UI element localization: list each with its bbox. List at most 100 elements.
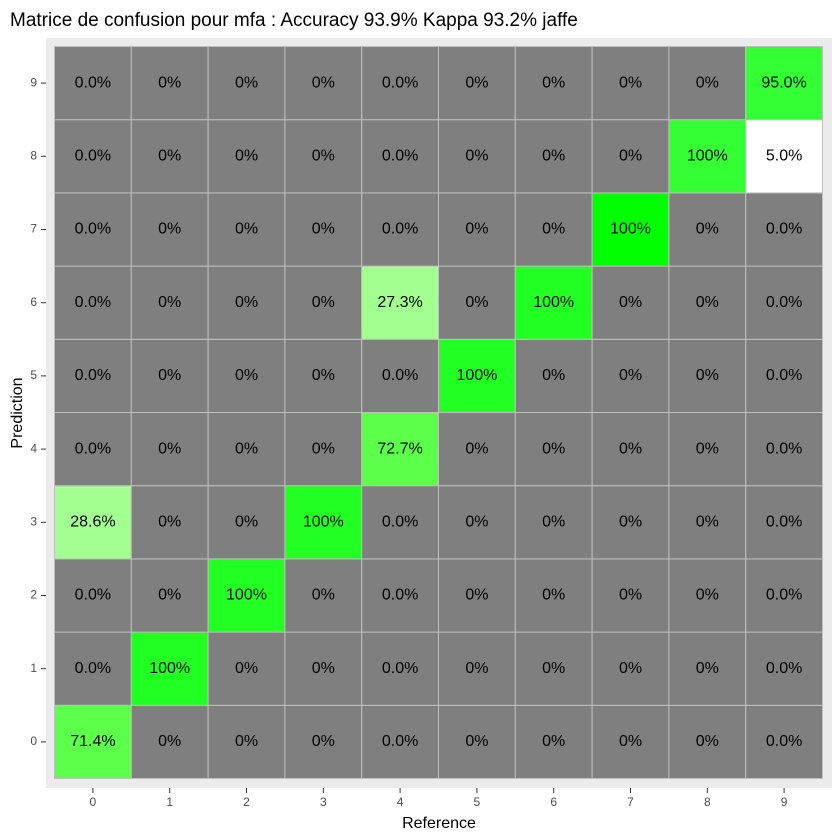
heatmap-cell-r9-c8: [668, 46, 747, 121]
heatmap-cell-label-r0-c0: 71.4%: [70, 733, 115, 750]
heatmap-cell-label-r6-c3: 0%: [312, 294, 335, 311]
heatmap-cell-r5-c7: [591, 338, 670, 413]
heatmap-cell-label-r0-c4: 0.0%: [382, 733, 418, 750]
heatmap-cell-r3-c6: [514, 485, 593, 560]
heatmap-cell-r2-c7: [591, 558, 670, 633]
heatmap-cell-label-r7-c9: 0.0%: [766, 221, 802, 238]
heatmap-cell-label-r8-c0: 0.0%: [75, 148, 111, 165]
heatmap-cell-r2-c2: [207, 558, 286, 633]
heatmap-cell-label-r7-c3: 0%: [312, 221, 335, 238]
heatmap-cell-label-r9-c1: 0%: [158, 74, 181, 91]
heatmap-cell-r2-c5: [438, 558, 516, 633]
heatmap-cell-label-r1-c0: 0.0%: [75, 660, 111, 677]
heatmap-cell-label-r4-c7: 0%: [619, 440, 642, 457]
heatmap-cell-r6-c5: [438, 265, 516, 340]
heatmap-cell-label-r0-c3: 0%: [312, 733, 335, 750]
y-axis-tick-label-5: 5: [30, 368, 37, 382]
heatmap-cell-r9-c2: [207, 46, 286, 121]
heatmap-cell-label-r0-c5: 0%: [465, 733, 488, 750]
heatmap-cell-label-r8-c4: 0.0%: [382, 148, 418, 165]
heatmap-cell-label-r4-c9: 0.0%: [766, 440, 802, 457]
heatmap-cell-r6-c7: [591, 265, 670, 340]
heatmap-cell-label-r8-c6: 0%: [542, 148, 565, 165]
heatmap-cell-label-r7-c1: 0%: [158, 221, 181, 238]
heatmap-cell-r0-c5: [438, 704, 516, 779]
heatmap-cell-r3-c7: [591, 485, 670, 560]
heatmap-cell-r6-c6: [514, 265, 593, 340]
heatmap-cell-label-r7-c2: 0%: [235, 221, 258, 238]
x-axis-title: Reference: [402, 815, 476, 832]
heatmap-cell-label-r1-c2: 0%: [235, 660, 258, 677]
heatmap-cell-label-r4-c2: 0%: [235, 440, 258, 457]
heatmap-cell-label-r9-c3: 0%: [312, 74, 335, 91]
heatmap-cell-label-r6-c6: 100%: [533, 294, 574, 311]
heatmap-cell-label-r0-c8: 0%: [696, 733, 719, 750]
heatmap-cell-label-r8-c9: 5.0%: [766, 148, 802, 165]
heatmap-cell-label-r1-c1: 100%: [149, 660, 190, 677]
heatmap-cell-label-r5-c9: 0.0%: [766, 367, 802, 384]
heatmap-cell-r9-c1: [130, 46, 209, 121]
y-axis-tick-label-0: 0: [30, 734, 37, 748]
heatmap-cell-label-r4-c4: 72.7%: [377, 440, 422, 457]
heatmap-cell-r8-c0: [54, 119, 132, 194]
y-axis-tick-label-7: 7: [30, 222, 37, 236]
heatmap-cell-r7-c5: [438, 192, 516, 267]
heatmap-cell-label-r1-c8: 0%: [696, 660, 719, 677]
heatmap-cell-label-r0-c2: 0%: [235, 733, 258, 750]
heatmap-cell-label-r3-c1: 0%: [158, 514, 181, 531]
y-axis-tick-label-9: 9: [30, 75, 37, 89]
heatmap-cell-label-r0-c7: 0%: [619, 733, 642, 750]
axis-tick-labels: 0 1 2 3 4 5 6 7 8 9 0 1 2 3 4 5 6 7 8 9: [30, 75, 787, 809]
heatmap-cell-label-r1-c7: 0%: [619, 660, 642, 677]
heatmap-cell-r1-c1: [130, 631, 209, 706]
heatmap-cell-r4-c0: [54, 412, 132, 487]
x-axis-tick-label-8: 8: [704, 795, 711, 809]
heatmap-cell-label-r5-c2: 0%: [235, 367, 258, 384]
heatmap-cell-r1-c6: [514, 631, 593, 706]
heatmap-cell-label-r9-c9: 95.0%: [761, 74, 806, 91]
heatmap-cell-r0-c8: [668, 704, 747, 779]
heatmap-cell-r2-c8: [668, 558, 747, 633]
heatmap-cell-r7-c9: [745, 192, 824, 267]
x-axis-tick-label-9: 9: [781, 795, 788, 809]
y-axis-tick-label-6: 6: [30, 295, 37, 309]
heatmap-cell-r5-c4: [361, 338, 440, 413]
y-axis-tick-label-4: 4: [30, 441, 37, 455]
heatmap-cell-r0-c7: [591, 704, 670, 779]
heatmap-cell-label-r5-c4: 0.0%: [382, 367, 418, 384]
heatmap-cell-r3-c3: [284, 485, 363, 560]
heatmap-cell-label-r2-c6: 0%: [542, 587, 565, 604]
heatmap-cell-label-r5-c0: 0.0%: [75, 367, 111, 384]
heatmap-cell-r6-c9: [745, 265, 824, 340]
heatmap-cell-r6-c3: [284, 265, 363, 340]
x-axis-tick-label-2: 2: [243, 795, 250, 809]
x-axis-tick-label-1: 1: [166, 795, 173, 809]
heatmap-cell-label-r6-c8: 0%: [696, 294, 719, 311]
heatmap-cell-label-r4-c5: 0%: [465, 440, 488, 457]
heatmap-cell-r7-c8: [668, 192, 747, 267]
y-axis-tick-label-8: 8: [30, 148, 37, 162]
heatmap-cell-r4-c4: [361, 412, 440, 487]
heatmap-cell-label-r1-c5: 0%: [465, 660, 488, 677]
heatmap-cell-r0-c9: [745, 704, 824, 779]
heatmap-cell-r0-c0: [54, 704, 132, 779]
heatmap-cell-label-r2-c3: 0%: [312, 587, 335, 604]
heatmap-cell-label-r8-c7: 0%: [619, 148, 642, 165]
x-axis-tick-label-6: 6: [550, 795, 557, 809]
heatmap-cell-label-r5-c6: 0%: [542, 367, 565, 384]
x-axis-tick-label-4: 4: [397, 795, 404, 809]
heatmap-cell-label-r3-c9: 0.0%: [766, 514, 802, 531]
heatmap-cell-label-r3-c6: 0%: [542, 514, 565, 531]
heatmap-cell-label-r3-c5: 0%: [465, 514, 488, 531]
heatmap-cell-label-r6-c2: 0%: [235, 294, 258, 311]
heatmap-cell-label-r9-c0: 0.0%: [75, 74, 111, 91]
heatmap-cell-label-r4-c1: 0%: [158, 440, 181, 457]
heatmap-cell-label-r5-c3: 0%: [312, 367, 335, 384]
heatmap-cell-label-r2-c1: 0%: [158, 587, 181, 604]
heatmap-cell-r8-c5: [438, 119, 516, 194]
heatmap-cell-r6-c1: [130, 265, 209, 340]
heatmap-cell-label-r2-c8: 0%: [696, 587, 719, 604]
heatmap-cell-label-r5-c7: 0%: [619, 367, 642, 384]
heatmap-cell-r1-c0: [54, 631, 132, 706]
